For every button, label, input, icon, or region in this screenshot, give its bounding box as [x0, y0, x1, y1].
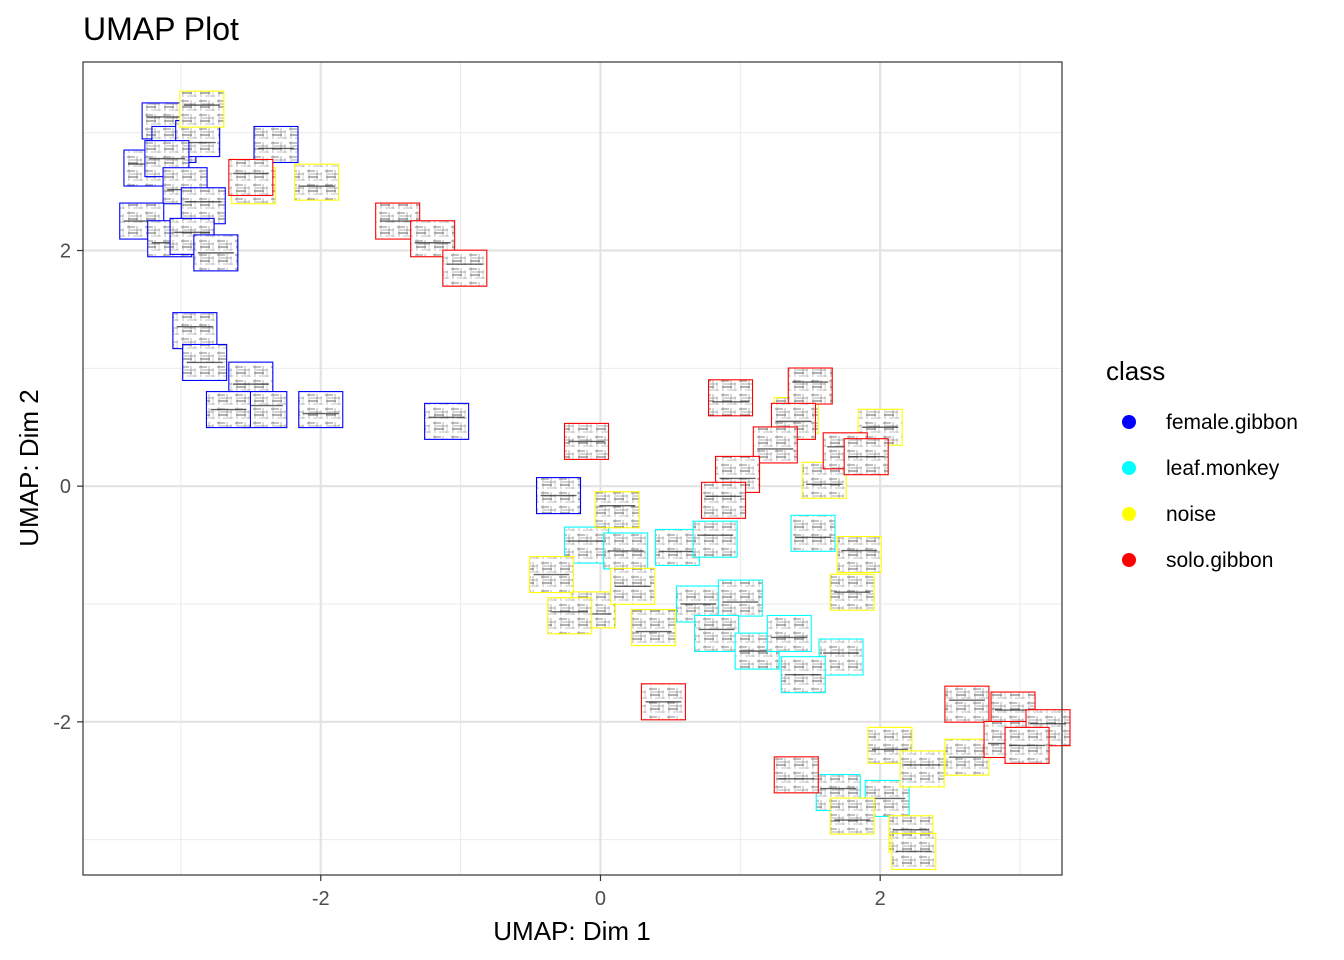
- data-point-female-gibbon: [180, 187, 226, 225]
- data-point-leaf-monkey: [790, 514, 836, 552]
- plot-border: [82, 61, 1063, 876]
- data-point-female-gibbon: [535, 477, 582, 515]
- data-point-female-gibbon: [298, 391, 344, 429]
- thumbnail-frame: [836, 535, 882, 574]
- chart-title: UMAP Plot: [83, 11, 239, 47]
- x-tick-label: 2: [875, 888, 886, 910]
- legend-label: leaf.monkey: [1166, 457, 1280, 480]
- data-point-female-gibbon: [253, 125, 299, 164]
- legend-label: noise: [1166, 503, 1216, 526]
- thumbnail-frame: [253, 125, 299, 164]
- legend-swatch: [1122, 461, 1136, 475]
- x-tick-label: 0: [595, 888, 606, 910]
- x-tick-label: -2: [312, 888, 330, 910]
- data-point-noise: [179, 90, 225, 128]
- thumbnail-frame: [179, 90, 225, 128]
- thumbnail-frame: [787, 367, 833, 405]
- data-point-noise: [610, 567, 656, 605]
- plot-area: [82, 61, 1071, 876]
- data-point-female-gibbon: [424, 402, 470, 440]
- data-point-solo-gibbon: [228, 158, 274, 197]
- thumbnail-frame: [228, 158, 274, 197]
- data-point-leaf-monkey: [780, 656, 826, 694]
- x-axis-title: UMAP: Dim 1: [493, 916, 650, 946]
- data-point-noise: [899, 750, 945, 788]
- legend-label: solo.gibbon: [1166, 549, 1273, 572]
- data-point-noise: [547, 597, 593, 635]
- data-point-noise: [891, 832, 937, 870]
- thumbnail-frame: [692, 520, 738, 558]
- legend-entry: female.gibbon: [1122, 411, 1298, 434]
- data-point-solo-gibbon: [773, 756, 819, 794]
- data-point-leaf-monkey: [692, 520, 738, 558]
- data-point-leaf-monkey: [766, 614, 812, 653]
- data-point-solo-gibbon: [843, 438, 889, 476]
- thumbnail-frame: [180, 187, 226, 225]
- thumbnail-frame: [172, 312, 218, 350]
- legend-entry: leaf.monkey: [1122, 457, 1280, 480]
- data-point-noise: [594, 491, 640, 529]
- data-point-noise: [829, 573, 875, 611]
- data-point-female-gibbon: [182, 343, 228, 382]
- data-point-solo-gibbon: [787, 367, 833, 405]
- data-point-solo-gibbon: [944, 685, 990, 723]
- thumbnail-frame: [594, 491, 640, 529]
- thumbnail-frame: [700, 481, 747, 519]
- legend-swatch: [1122, 553, 1136, 567]
- y-tick-label: 2: [60, 241, 71, 263]
- data-point-leaf-monkey: [694, 614, 740, 653]
- thumbnail-frame: [790, 514, 836, 552]
- data-point-solo-gibbon: [442, 249, 488, 287]
- data-point-noise: [829, 797, 875, 835]
- thumbnail-frame: [717, 579, 763, 617]
- data-point-noise: [944, 738, 990, 776]
- data-point-noise: [528, 555, 575, 594]
- data-point-solo-gibbon: [563, 422, 610, 460]
- thumbnail-frame: [818, 638, 864, 676]
- data-point-leaf-monkey: [603, 532, 649, 570]
- thumbnail-frame: [752, 426, 798, 464]
- thumbnail-frame: [298, 391, 344, 429]
- data-point-solo-gibbon: [700, 481, 747, 519]
- thumbnail-frame: [442, 249, 488, 287]
- y-axis-ticks: -2 0 2: [53, 241, 83, 734]
- legend-swatch: [1122, 507, 1136, 521]
- thumbnail-frame: [829, 797, 875, 835]
- data-point-solo-gibbon: [752, 426, 798, 464]
- thumbnail-frame: [707, 379, 754, 417]
- thumbnail-frame: [899, 750, 945, 788]
- thumbnail-frame: [424, 402, 470, 440]
- thumbnail-frame: [547, 597, 593, 635]
- thumbnail-frame: [631, 609, 677, 647]
- x-axis-ticks: -2 0 2: [312, 875, 886, 910]
- legend-label: female.gibbon: [1166, 411, 1298, 434]
- legend: class female.gibbon leaf.monkey noise solo.…: [1106, 356, 1298, 572]
- data-point-female-gibbon: [193, 234, 239, 272]
- legend-entries: female.gibbon leaf.monkey noise solo.gibbon: [1122, 411, 1298, 572]
- y-tick-label: -2: [53, 712, 71, 734]
- data-point-female-gibbon: [205, 391, 252, 429]
- y-tick-label: 0: [60, 476, 71, 498]
- data-point-noise: [836, 535, 882, 574]
- data-point-solo-gibbon: [640, 683, 686, 721]
- thumbnail-frame: [294, 163, 340, 201]
- thumbnail-frame: [766, 614, 812, 653]
- thumbnail-frame: [944, 685, 990, 723]
- data-point-female-gibbon: [172, 312, 218, 350]
- data-point-noise: [631, 609, 677, 647]
- thumbnail-frame: [694, 614, 740, 653]
- legend-title: class: [1106, 356, 1165, 386]
- legend-swatch: [1122, 415, 1136, 429]
- data-point-leaf-monkey: [717, 579, 763, 617]
- legend-entry: solo.gibbon: [1122, 549, 1273, 572]
- y-axis-title: UMAP: Dim 2: [14, 389, 44, 546]
- thumbnail-frame: [773, 756, 819, 794]
- data-point-solo-gibbon: [707, 379, 754, 417]
- markers: [119, 90, 1071, 870]
- legend-entry: noise: [1122, 503, 1216, 526]
- data-point-solo-gibbon: [1004, 726, 1050, 764]
- data-point-leaf-monkey: [818, 638, 864, 676]
- data-point-noise: [294, 163, 340, 201]
